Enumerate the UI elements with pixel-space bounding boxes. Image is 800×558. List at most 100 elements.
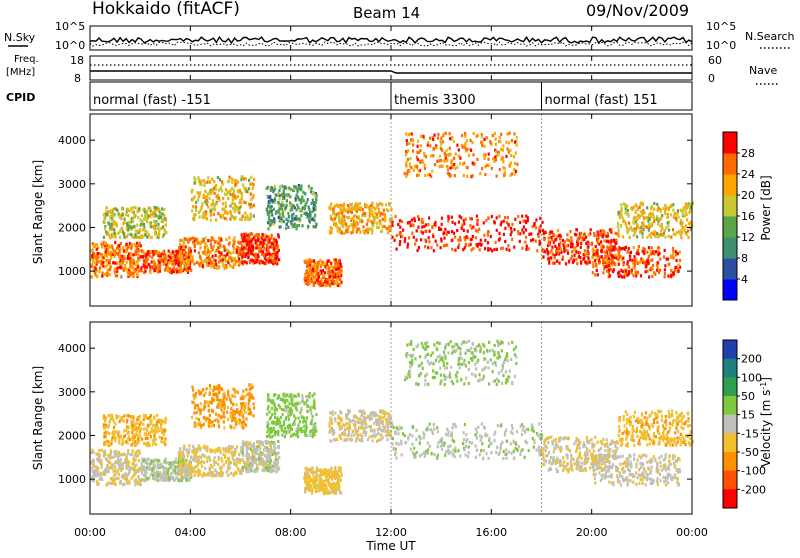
echo-cell [112, 463, 114, 466]
echo-cell [650, 207, 652, 210]
echo-cell [185, 245, 187, 248]
echo-cell [240, 201, 242, 204]
echo-cell [304, 192, 306, 195]
echo-cell [241, 406, 243, 409]
echo-cell [510, 233, 512, 236]
echo-cell [677, 209, 679, 212]
echo-cell [619, 274, 621, 277]
echo-cell [511, 223, 513, 226]
echo-cell [107, 470, 109, 473]
echo-cell [300, 214, 302, 217]
echo-cell [397, 223, 399, 226]
echo-cell [326, 278, 328, 281]
echo-cell [217, 194, 219, 197]
echo-cell [437, 136, 439, 139]
echo-cell [622, 235, 624, 238]
echo-cell [197, 469, 199, 472]
echo-cell [606, 246, 608, 249]
echo-cell [552, 262, 554, 265]
echo-cell [201, 202, 203, 205]
echo-cell [141, 462, 143, 465]
echo-cell [115, 461, 117, 464]
echo-cell [663, 207, 665, 210]
colorbar-tick-label: 8 [741, 252, 748, 265]
echo-cell [153, 434, 155, 437]
echo-cell [223, 453, 225, 456]
echo-cell [307, 198, 309, 201]
echo-cell [267, 186, 269, 189]
echo-cell [159, 267, 161, 270]
echo-cell [678, 270, 680, 273]
echo-cell [175, 476, 177, 479]
echo-cell [241, 233, 243, 236]
echo-cell [157, 426, 159, 429]
echo-cell [568, 260, 570, 263]
echo-cell [111, 213, 113, 216]
echo-cell [197, 464, 199, 467]
echo-cell [465, 243, 467, 246]
echo-cell [207, 239, 209, 242]
echo-cell [613, 255, 615, 258]
echo-cell [91, 254, 93, 257]
echo-cell [427, 141, 429, 144]
echo-cell [241, 192, 243, 195]
echo-cell [110, 466, 112, 469]
echo-cell [648, 255, 650, 258]
echo-cell [664, 264, 666, 267]
echo-cell [281, 220, 283, 223]
echo-cell [193, 397, 195, 400]
echo-cell [477, 245, 479, 248]
echo-cell [152, 250, 154, 253]
echo-cell [155, 222, 157, 225]
echo-cell [148, 235, 150, 238]
echo-cell [440, 143, 442, 146]
echo-cell [488, 164, 490, 167]
echo-cell [182, 459, 184, 462]
echo-cell [122, 438, 124, 441]
echo-cell [115, 430, 117, 433]
echo-cell [407, 158, 409, 161]
echo-cell [137, 236, 139, 239]
echo-cell [225, 210, 227, 213]
echo-cell [451, 159, 453, 162]
echo-cell [194, 421, 196, 424]
echo-cell [116, 252, 118, 255]
echo-cell [575, 250, 577, 253]
echo-cell [337, 230, 339, 233]
echo-cell [597, 231, 599, 234]
echo-cell [94, 243, 96, 246]
echo-cell [215, 184, 217, 187]
echo-cell [196, 238, 198, 241]
echo-cell [645, 264, 647, 267]
echo-cell [107, 414, 109, 417]
echo-cell [294, 217, 296, 220]
echo-cell [137, 257, 139, 260]
echo-cell [118, 439, 120, 442]
echo-cell [476, 230, 478, 233]
echo-cell [141, 220, 143, 223]
echo-cell [472, 174, 474, 177]
echo-cell [172, 476, 174, 479]
echo-cell [212, 255, 214, 258]
echo-cell [312, 276, 314, 279]
echo-cell [618, 229, 620, 232]
echo-cell [133, 225, 135, 228]
echo-cell [220, 469, 222, 472]
echo-cell [309, 187, 311, 190]
echo-cell [124, 257, 126, 260]
echo-cell [234, 208, 236, 211]
echo-cell [558, 262, 560, 265]
echo-cell [433, 249, 435, 252]
echo-cell [106, 269, 108, 272]
echo-cell [487, 232, 489, 235]
echo-cell [207, 472, 209, 475]
echo-cell [211, 471, 213, 474]
echo-cell [94, 257, 96, 260]
echo-cell [204, 190, 206, 193]
echo-cell [564, 240, 566, 243]
echo-cell [357, 227, 359, 230]
echo-cell [416, 229, 418, 232]
echo-cell [132, 437, 134, 440]
echo-cell [223, 449, 225, 452]
